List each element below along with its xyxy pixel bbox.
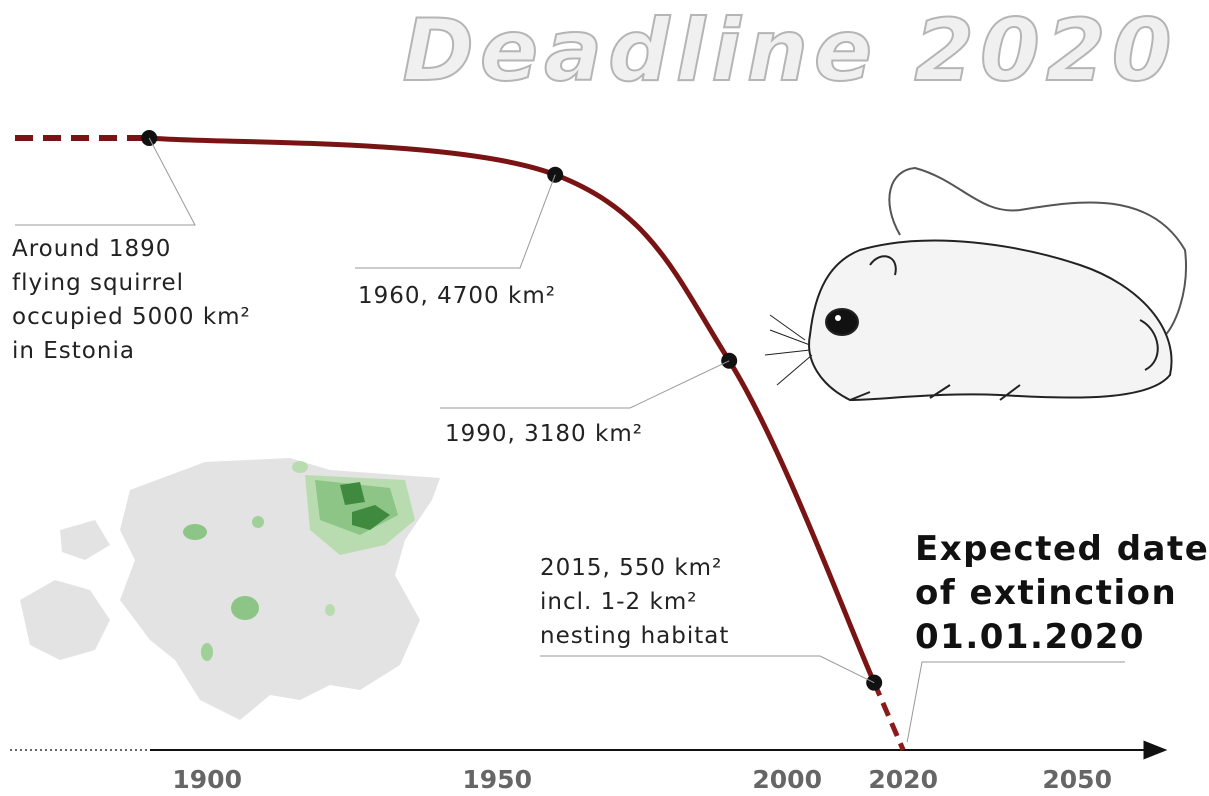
leader-line bbox=[540, 656, 874, 683]
annotation: 2015, 550 km² bbox=[540, 555, 722, 581]
annotation: nesting habitat bbox=[540, 623, 729, 649]
leader-line bbox=[15, 138, 195, 225]
annotation: 1990, 3180 km² bbox=[445, 421, 643, 447]
extinction-label: 01.01.2020 bbox=[915, 617, 1145, 657]
x-tick-label: 2020 bbox=[868, 765, 938, 794]
leader-line bbox=[907, 662, 1125, 742]
plot: 1900 1950 2000 2020 2050 Around 1890 flying sq… bbox=[10, 130, 1209, 794]
annotation: occupied 5000 km² bbox=[12, 304, 251, 330]
annotation: flying squirrel bbox=[12, 270, 184, 296]
annotation: Around 1890 bbox=[12, 236, 171, 262]
x-tick-label: 1900 bbox=[172, 765, 242, 794]
chart-title: Deadline 2020 bbox=[402, 1, 1177, 101]
x-tick-label: 2000 bbox=[752, 765, 822, 794]
extinction-projection bbox=[874, 683, 903, 750]
x-tick-label: 1950 bbox=[462, 765, 532, 794]
squirrel-illustration bbox=[765, 168, 1186, 400]
leader-line bbox=[440, 361, 729, 408]
page: {"chart_data": { "type": "line", "title"… bbox=[0, 0, 1209, 796]
map-illustration bbox=[20, 458, 440, 720]
annotation: in Estonia bbox=[12, 338, 135, 364]
extinction-label: of extinction bbox=[915, 573, 1177, 613]
annotation: 1960, 4700 km² bbox=[358, 283, 556, 309]
extinction-label: Expected date bbox=[915, 529, 1209, 569]
leader-line bbox=[355, 175, 555, 268]
x-tick-label: 2050 bbox=[1042, 765, 1112, 794]
chart: Deadline 2020 1900 1950 2000 2020 2050 Around… bbox=[0, 0, 1209, 796]
annotation: incl. 1-2 km² bbox=[540, 589, 697, 615]
